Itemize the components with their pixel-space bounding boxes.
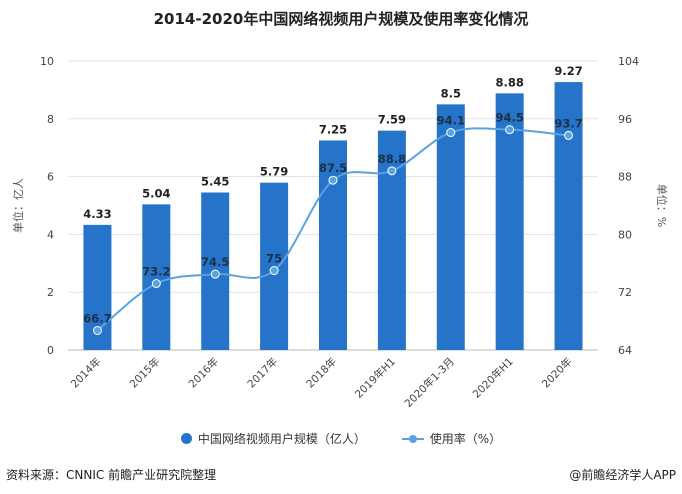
bar-value-label: 9.27 — [554, 64, 582, 78]
y-left-tick-label: 10 — [40, 55, 54, 68]
line-point — [387, 166, 397, 176]
line-value-label: 93.7 — [554, 116, 582, 130]
line-point — [92, 325, 102, 335]
legend-item-line[interactable]: 使用率（%） — [401, 430, 502, 447]
line-point — [269, 266, 279, 276]
line-value-label: 66.7 — [83, 311, 111, 325]
x-tick-label: 2017年 — [245, 355, 281, 391]
bar-value-label: 5.79 — [260, 165, 288, 179]
y-left-axis-title: 单位：亿人 — [11, 178, 25, 233]
bar — [142, 204, 171, 350]
x-tick-label: 2020年 — [539, 355, 575, 391]
bar-value-label: 8.5 — [441, 86, 461, 100]
x-tick-label: 2019年H1 — [352, 355, 398, 401]
line-point — [446, 128, 456, 138]
y-left-tick-label: 6 — [47, 171, 54, 184]
y-right-axis-title: 单位：% — [655, 184, 669, 227]
legend-bar-marker — [180, 433, 192, 444]
bar — [495, 93, 524, 351]
y-left-tick-label: 4 — [47, 228, 54, 241]
line-value-label: 73.2 — [142, 265, 170, 279]
y-left-tick-label: 0 — [47, 344, 54, 357]
bar — [554, 82, 583, 351]
y-right-tick-label: 72 — [618, 286, 632, 299]
line-point — [564, 130, 574, 140]
y-left-tick-label: 8 — [47, 113, 54, 126]
line-point — [151, 279, 161, 289]
x-tick-label: 2020年H1 — [470, 355, 516, 401]
y-right-tick-label: 64 — [618, 344, 632, 357]
legend-bar-label: 中国网络视频用户规模（亿人） — [197, 432, 366, 446]
brand-credit: @前瞻经济学人APP — [569, 468, 676, 482]
bar — [436, 104, 465, 350]
chart-title: 2014-2020年中国网络视频用户规模及使用率变化情况 — [153, 10, 529, 28]
y-right-tick-label: 88 — [618, 171, 632, 184]
source-note: 资料来源：CNNIC 前瞻产业研究院整理 — [6, 468, 217, 482]
bar-value-label: 8.88 — [495, 75, 523, 89]
y-right-tick-label: 96 — [618, 113, 632, 126]
bar-value-label: 5.04 — [142, 186, 170, 200]
line-value-label: 74.5 — [201, 255, 229, 269]
x-tick-label: 2020年1-3月 — [402, 355, 457, 410]
x-tick-label: 2015年 — [127, 355, 163, 391]
line-point — [505, 125, 515, 135]
x-tick-label: 2018年 — [304, 355, 340, 391]
line-value-label: 94.5 — [495, 111, 523, 125]
x-tick-label: 2016年 — [186, 355, 222, 391]
y-right-tick-label: 104 — [618, 55, 639, 68]
bar-value-label: 5.45 — [201, 174, 229, 188]
bar-value-label: 7.59 — [378, 113, 406, 127]
line-value-label: 88.8 — [378, 152, 406, 166]
legend-line-label: 使用率（%） — [429, 432, 502, 446]
line-value-label: 94.1 — [437, 114, 465, 128]
legend-item-bar[interactable]: 中国网络视频用户规模（亿人） — [180, 430, 366, 447]
x-tick-label: 2014年 — [68, 355, 104, 391]
line-value-label: 87.5 — [319, 161, 347, 175]
y-left-tick-label: 2 — [47, 286, 54, 299]
chart-legend: 中国网络视频用户规模（亿人） 使用率（%） — [0, 430, 682, 447]
y-right-tick-label: 80 — [618, 228, 632, 241]
line-point — [328, 175, 338, 185]
legend-line-marker — [401, 434, 424, 443]
line-point — [210, 269, 220, 279]
line-value-label: 75 — [266, 252, 282, 266]
bar-value-label: 7.25 — [319, 122, 347, 136]
bar-value-label: 4.33 — [83, 207, 111, 221]
